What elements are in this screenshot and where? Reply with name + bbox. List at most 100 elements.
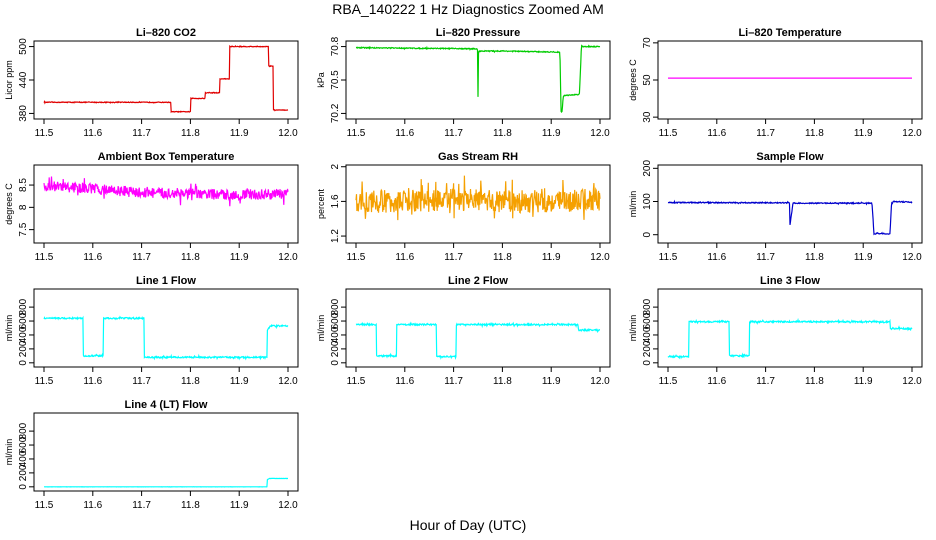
series-line-1: [43, 315, 289, 361]
y-axis-label: ml/min: [4, 439, 14, 466]
x-tick-label: 11.5: [347, 252, 366, 263]
x-tick-label: 12.0: [590, 252, 610, 263]
x-tick-label: 11.9: [542, 128, 561, 139]
x-tick-label: 11.9: [854, 128, 873, 139]
panel-5: Gas Stream RH 11.5 11.6 11.7 11.8 11.9 12.0 1.2…: [316, 151, 611, 263]
y-tick-label: 800: [18, 422, 29, 439]
x-tick-label: 11.8: [805, 252, 824, 263]
plot-frame: [657, 288, 923, 368]
x-tick-label: 11.9: [854, 252, 873, 263]
x-tick-label: 11.8: [181, 252, 200, 263]
x-tick-label: 11.7: [756, 128, 775, 139]
plot-frame: [33, 288, 299, 368]
plot-frame: [33, 40, 299, 120]
x-tick-label: 11.7: [444, 376, 463, 387]
y-tick-label: 0: [642, 231, 653, 237]
y-tick-label: 8: [18, 204, 29, 210]
y-axis-label: kPa: [316, 72, 326, 88]
y-axis-label: Licor ppm: [4, 60, 14, 100]
x-tick-label: 11.8: [181, 128, 200, 139]
y-tick-label: 0: [642, 360, 653, 366]
panel-title: Line 1 Flow: [136, 275, 196, 287]
series-line-1: [43, 176, 289, 207]
y-tick-label: 0: [18, 360, 29, 366]
y-tick-label: 70.8: [330, 36, 341, 56]
y-tick-label: 100: [642, 193, 653, 210]
y-tick-label: 400: [18, 326, 29, 343]
x-tick-label: 12.0: [590, 128, 610, 139]
x-tick-label: 11.8: [805, 128, 824, 139]
y-tick-label: 500: [18, 38, 29, 55]
y-tick-label: 600: [330, 312, 341, 329]
x-tick-label: 11.5: [35, 128, 54, 139]
plot-frame: [345, 288, 611, 368]
panel-title: Ambient Box Temperature: [98, 151, 235, 163]
x-tick-label: 11.6: [83, 376, 102, 387]
y-tick-label: 800: [330, 298, 341, 315]
y-tick-label: 200: [642, 340, 653, 357]
y-axis-label: ml/min: [4, 315, 14, 342]
series-line-1: [355, 321, 600, 360]
y-tick-label: 600: [18, 436, 29, 453]
plot-frame: [345, 164, 611, 244]
plot-frame: [657, 164, 923, 244]
x-tick-label: 11.7: [756, 252, 775, 263]
x-tick-label: 11.6: [395, 128, 414, 139]
panel-title: Gas Stream RH: [438, 151, 518, 163]
x-tick-label: 11.9: [230, 128, 249, 139]
y-tick-label: 70.5: [330, 70, 341, 90]
x-axis-label: Hour of Day (UTC): [409, 517, 527, 533]
x-tick-label: 12.0: [278, 376, 298, 387]
x-tick-label: 11.5: [347, 128, 366, 139]
x-tick-label: 12.0: [278, 252, 298, 263]
x-tick-label: 11.9: [230, 500, 249, 511]
x-tick-label: 11.5: [659, 128, 678, 139]
panel-title: Sample Flow: [756, 151, 824, 163]
y-tick-label: 200: [642, 160, 653, 177]
panel-1: Li–820 CO2 11.5 11.6 11.7 11.8 11.9 12.0 380 440…: [4, 27, 299, 139]
y-tick-label: 400: [18, 450, 29, 467]
panel-6: Sample Flow 11.5 11.6 11.7 11.8 11.9 12.0 0 100 2…: [628, 151, 923, 263]
y-tick-label: 2: [330, 164, 341, 170]
y-tick-label: 0: [330, 360, 341, 366]
y-tick-label: 200: [18, 464, 29, 481]
x-tick-label: 11.7: [132, 376, 151, 387]
y-axis-label: ml/min: [628, 315, 638, 342]
panel-4: Ambient Box Temperature 11.5 11.6 11.7 11.8 1…: [4, 151, 299, 263]
x-tick-label: 11.9: [854, 376, 873, 387]
x-tick-label: 11.5: [35, 252, 54, 263]
series-line-1: [667, 317, 913, 360]
x-tick-label: 11.5: [347, 376, 366, 387]
x-tick-label: 11.9: [230, 376, 249, 387]
plot-frame: [33, 164, 299, 244]
panel-title: Li–820 Pressure: [436, 27, 520, 39]
y-tick-label: 200: [330, 340, 341, 357]
y-tick-label: 8.5: [18, 178, 29, 192]
y-tick-label: 1.2: [330, 229, 341, 243]
y-tick-label: 1.6: [330, 194, 341, 208]
x-tick-label: 12.0: [902, 252, 922, 263]
x-tick-label: 11.8: [181, 500, 200, 511]
x-tick-label: 11.5: [659, 376, 678, 387]
panel-3: Li–820 Temperature 11.5 11.6 11.7 11.8 11.9 12…: [628, 27, 923, 139]
y-tick-label: 600: [18, 312, 29, 329]
x-tick-label: 11.7: [756, 376, 775, 387]
x-tick-label: 12.0: [278, 128, 298, 139]
panel-2: Li–820 Pressure 11.5 11.6 11.7 11.8 11.9 12.0 7…: [316, 27, 611, 139]
x-tick-label: 11.6: [83, 252, 102, 263]
x-tick-label: 11.9: [542, 376, 561, 387]
series-line-1: [355, 175, 601, 221]
panel-title: Li–820 Temperature: [738, 27, 841, 39]
y-tick-label: 800: [642, 298, 653, 315]
x-tick-label: 11.8: [181, 376, 200, 387]
x-tick-label: 11.7: [132, 252, 151, 263]
x-tick-label: 11.6: [395, 252, 414, 263]
x-tick-label: 11.6: [83, 128, 102, 139]
x-tick-label: 11.6: [395, 376, 414, 387]
x-tick-label: 11.8: [493, 252, 512, 263]
x-tick-label: 11.7: [132, 500, 151, 511]
x-tick-label: 11.7: [444, 252, 463, 263]
y-tick-label: 70: [642, 37, 653, 49]
panel-title: Line 2 Flow: [448, 275, 508, 287]
